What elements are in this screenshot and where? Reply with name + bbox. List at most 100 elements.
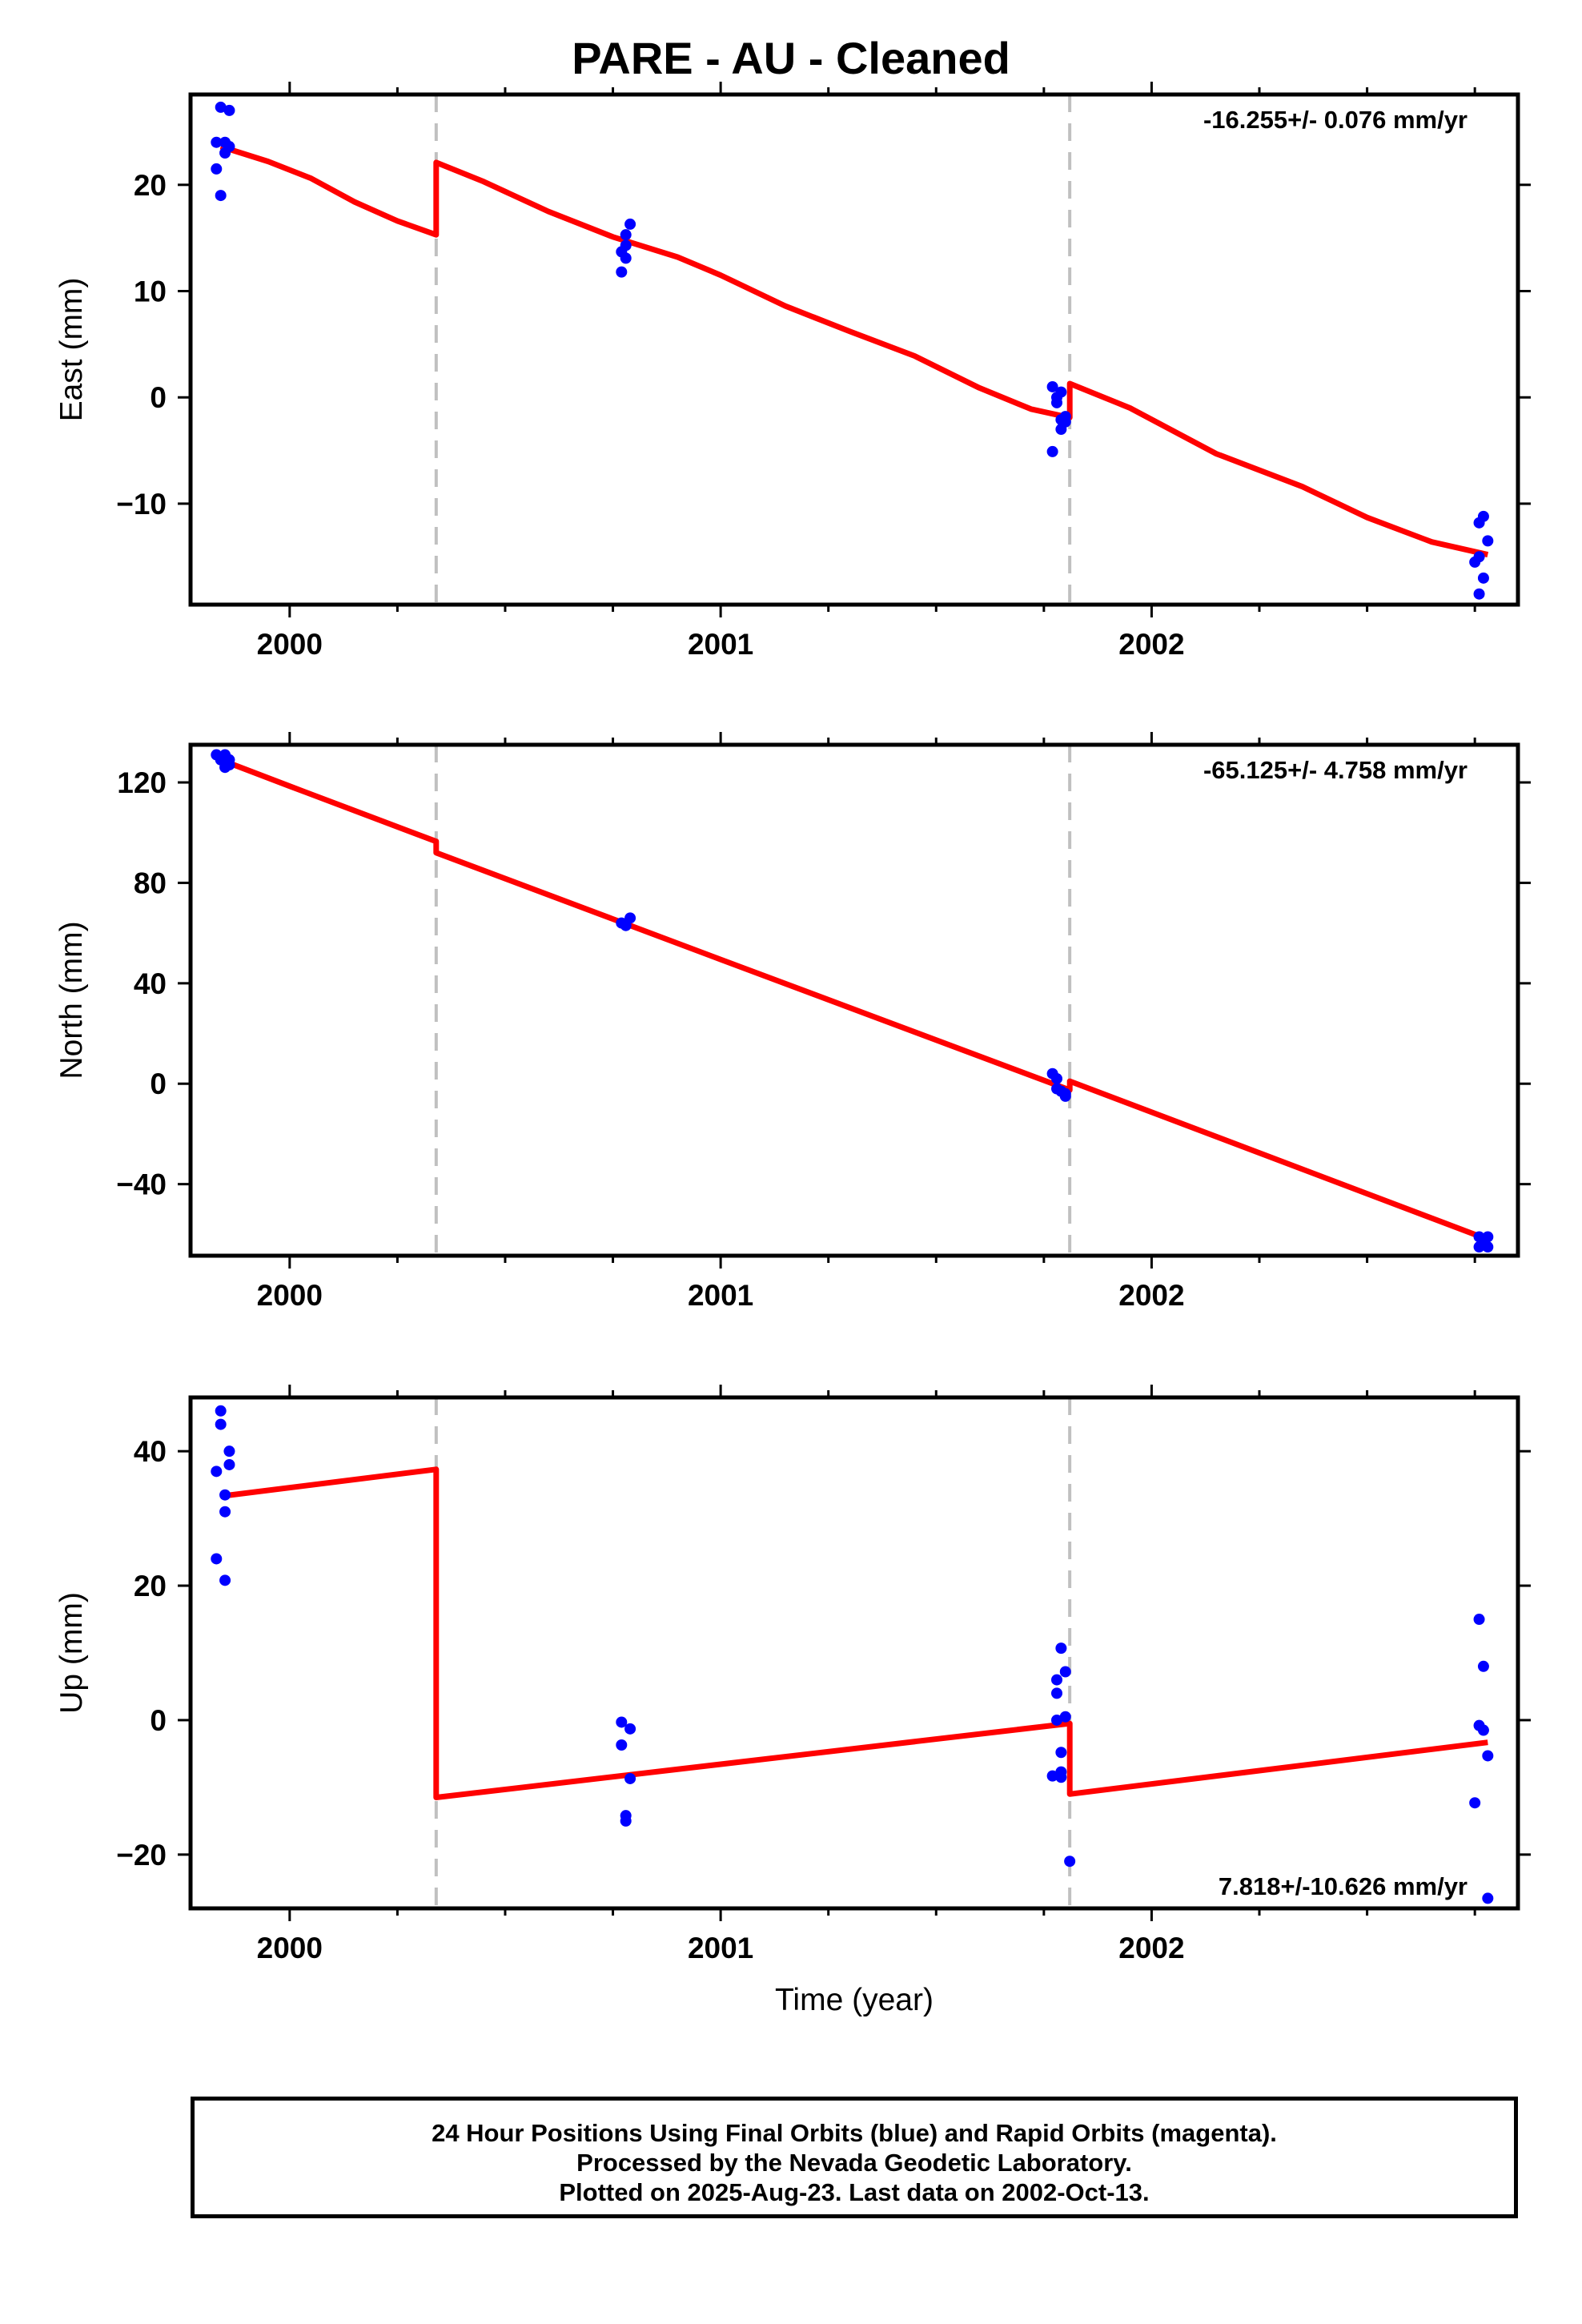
east-data-point (1046, 380, 1058, 392)
east-data-point (1473, 551, 1485, 563)
east-data-point (620, 229, 632, 241)
north-data-point (223, 759, 235, 771)
chart-title: PARE - AU - Cleaned (572, 33, 1010, 83)
east-y-axis-title: East (mm) (54, 278, 89, 422)
north-data-point (1482, 1241, 1494, 1253)
up-y-tick-label: 40 (134, 1435, 167, 1468)
up-data-point (1051, 1674, 1063, 1686)
north-x-tick-label: 2001 (688, 1279, 753, 1312)
east-data-point (620, 239, 632, 251)
east-data-point (211, 136, 223, 148)
north-y-tick-label: 0 (150, 1068, 167, 1100)
east-data-point (616, 266, 628, 278)
up-x-tick-label: 2001 (688, 1932, 753, 1964)
up-data-point (1064, 1856, 1076, 1868)
north-data-point (1059, 1088, 1071, 1100)
up-y-tick-label: 20 (134, 1570, 167, 1602)
up-data-point (1055, 1747, 1067, 1759)
panel-east: 2000 2001 2002 −10 0 10 20 East (mm) -16.255+/- … (54, 82, 1531, 661)
footer-line-1: 24 Hour Positions Using Final Orbits (bl… (432, 2119, 1277, 2147)
up-data-point (1473, 1614, 1485, 1626)
up-data-point (1055, 1771, 1067, 1783)
up-data-point (223, 1445, 235, 1458)
east-data-point (223, 141, 235, 153)
footer-box: 24 Hour Positions Using Final Orbits (bl… (191, 2097, 1518, 2218)
up-rate-label: 7.818+/-10.626 mm/yr (1219, 1872, 1468, 1900)
up-data-point (616, 1716, 628, 1728)
east-data-point (1059, 416, 1071, 428)
north-y-tick-label: 120 (117, 766, 167, 799)
east-data-point (1051, 396, 1063, 408)
north-data-point (1482, 1231, 1494, 1243)
up-data-point (223, 1458, 235, 1470)
north-y-axis-title: North (mm) (54, 921, 89, 1079)
up-data-point (1046, 1770, 1058, 1782)
up-data-point (1059, 1711, 1071, 1723)
east-data-point (1055, 386, 1067, 398)
up-data-point (215, 1418, 227, 1430)
east-y-tick-label: 10 (134, 275, 167, 308)
up-data-point (215, 1405, 227, 1417)
up-data-point (1055, 1642, 1067, 1655)
panel-up: 2000 2001 2002 −20 0 20 40 Up (mm) 7.818+/-10.62… (54, 1385, 1531, 1964)
footer-line-2: Processed by the Nevada Geodetic Laborat… (576, 2149, 1132, 2177)
east-model-line (219, 143, 1489, 558)
north-x-tick-label: 2000 (257, 1279, 323, 1312)
north-data-point (624, 912, 636, 924)
up-data-point (1477, 1660, 1489, 1672)
east-y-tick-label: 20 (134, 169, 167, 202)
north-plot-frame (188, 742, 1520, 1258)
up-data-point (219, 1506, 231, 1518)
east-x-tick-label: 2001 (688, 628, 753, 661)
east-data-point (620, 252, 632, 264)
up-data-point (1051, 1687, 1063, 1699)
east-y-tick-label: −10 (116, 488, 167, 521)
up-data-point (211, 1466, 223, 1478)
east-data-point (211, 163, 223, 175)
up-data-point (1059, 1666, 1071, 1678)
up-data-point (1482, 1750, 1494, 1762)
east-x-tick-label: 2000 (257, 628, 323, 661)
east-rate-label: -16.255+/- 0.076 mm/yr (1203, 106, 1468, 134)
up-model-line (220, 1466, 1488, 1800)
north-data-point (1051, 1072, 1063, 1084)
up-data-point (211, 1553, 223, 1565)
up-data-point (624, 1772, 636, 1784)
x-axis-title: Time (year) (775, 1983, 934, 2017)
east-data-point (1473, 588, 1485, 600)
up-data-point (620, 1815, 632, 1827)
up-x-tick-label: 2000 (257, 1932, 323, 1964)
east-plot-frame (188, 92, 1520, 607)
east-y-tick-label: 0 (150, 381, 167, 414)
footer-line-3: Plotted on 2025-Aug-23. Last data on 200… (559, 2178, 1150, 2206)
east-data-point (223, 104, 235, 116)
east-data-point (1046, 445, 1058, 457)
north-model-line (219, 757, 1489, 1242)
north-y-tick-label: 80 (134, 866, 167, 899)
up-data-point (624, 1723, 636, 1735)
up-data-point (219, 1489, 231, 1501)
panel-north: 2000 2001 2002 −40 0 40 80 120 North (mm) -65.125… (54, 732, 1531, 1312)
up-data-point (616, 1739, 628, 1751)
up-y-axis-title: Up (mm) (54, 1592, 89, 1714)
up-y-tick-label: −20 (116, 1839, 167, 1872)
east-x-tick-label: 2002 (1118, 628, 1184, 661)
east-data-point (624, 218, 636, 230)
up-y-tick-label: 0 (150, 1704, 167, 1737)
north-x-tick-label: 2002 (1118, 1279, 1184, 1312)
east-data-point (1477, 572, 1489, 584)
up-data-point (1482, 1892, 1494, 1904)
up-data-point (1051, 1714, 1063, 1726)
east-data-point (1477, 510, 1489, 522)
east-data-point (215, 190, 227, 202)
up-plot-frame (188, 1395, 1520, 1911)
up-data-point (1477, 1724, 1489, 1736)
north-rate-label: -65.125+/- 4.758 mm/yr (1203, 756, 1468, 784)
up-data-point (219, 1574, 231, 1586)
east-data-point (1482, 535, 1494, 547)
up-data-point (1469, 1797, 1481, 1809)
up-x-tick-label: 2002 (1118, 1932, 1184, 1964)
north-y-tick-label: −40 (116, 1168, 167, 1201)
north-y-tick-label: 40 (134, 967, 167, 1000)
